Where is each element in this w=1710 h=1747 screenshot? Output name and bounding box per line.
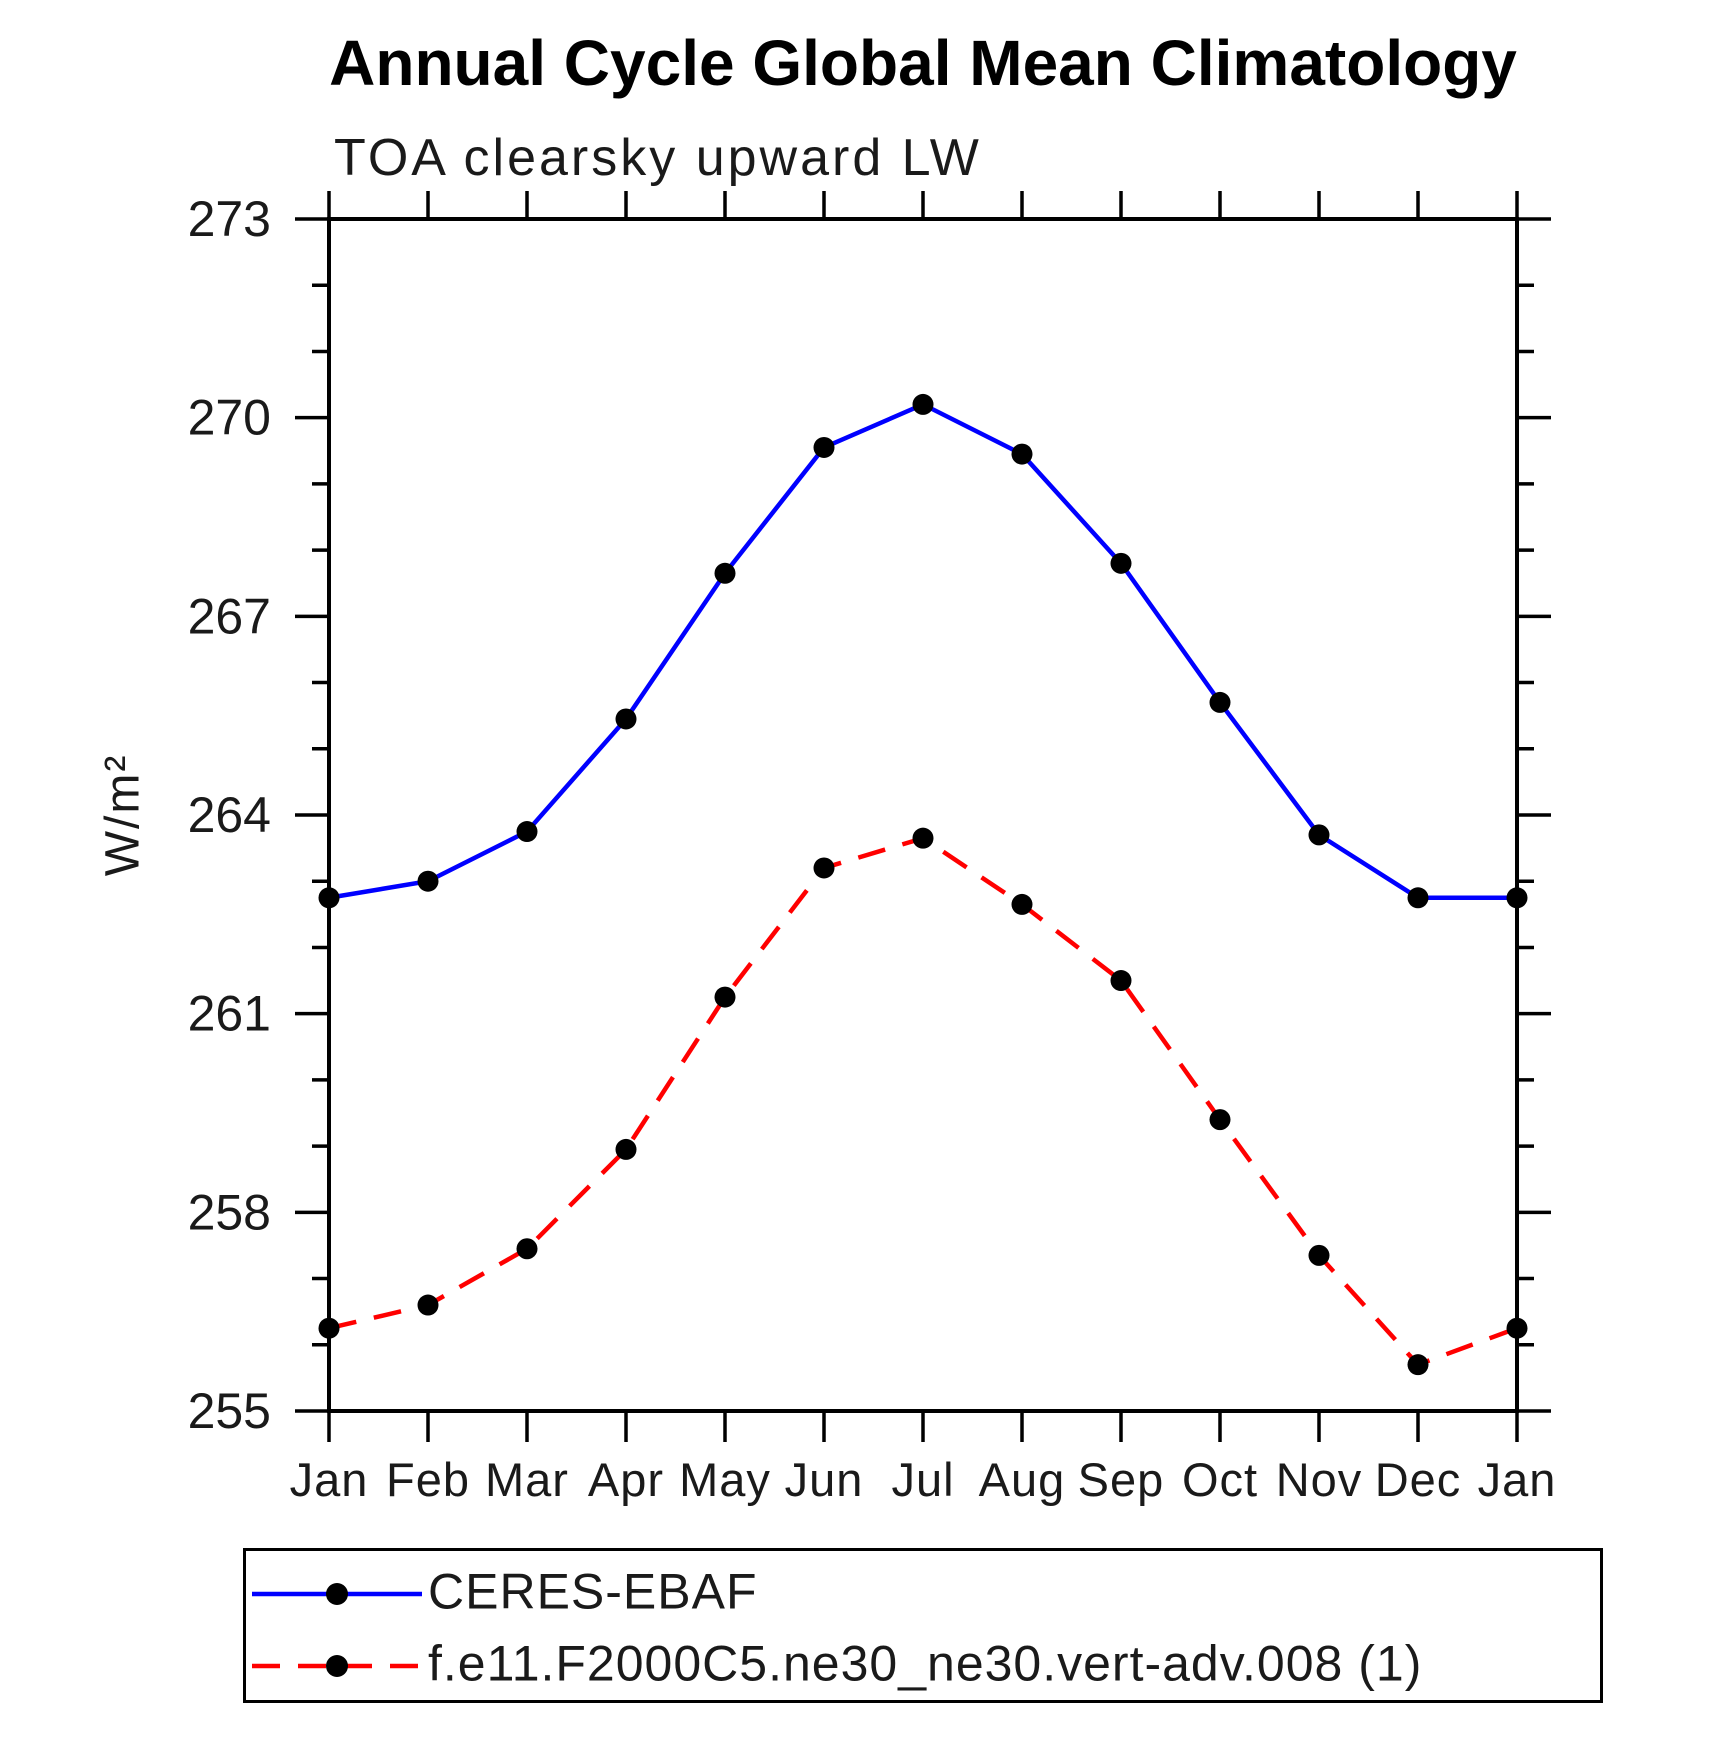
data-point-marker-1: [1011, 893, 1033, 915]
legend-swatch-dashed-line-icon: [252, 1655, 422, 1677]
data-point-marker-0: [1110, 552, 1132, 574]
legend-label-ceres-ebaf: CERES-EBAF: [428, 1563, 758, 1620]
data-point-marker-1: [1407, 1354, 1429, 1376]
x-tick-label: May: [679, 1453, 771, 1506]
x-tick-label: Aug: [979, 1453, 1066, 1506]
legend-item-model-run: f.e11.F2000C5.ne30_ne30.vert-adv.008 (1): [246, 1636, 1600, 1692]
x-tick-label: Sep: [1078, 1453, 1165, 1506]
data-point-marker-1: [318, 1317, 340, 1339]
data-point-marker-0: [1407, 887, 1429, 909]
data-point-marker-1: [813, 857, 835, 879]
data-point-marker-1: [1209, 1109, 1231, 1131]
data-point-marker-0: [912, 393, 934, 415]
chart-subtitle: TOA clearsky upward LW: [334, 129, 982, 187]
x-tick-label: Jul: [891, 1453, 954, 1506]
y-tick-label: 267: [188, 588, 271, 644]
data-point-marker-1: [714, 986, 736, 1008]
data-point-marker-0: [813, 436, 835, 458]
series-line-1: [328, 835, 1518, 1368]
legend-item-ceres-ebaf: CERES-EBAF: [246, 1564, 1600, 1620]
data-point-marker-0: [615, 708, 637, 730]
data-point-marker-1: [615, 1138, 637, 1160]
x-tick-label: Feb: [386, 1453, 470, 1506]
y-tick-label: 270: [188, 390, 271, 446]
x-tick-label: Nov: [1276, 1453, 1363, 1506]
data-point-marker-0: [417, 870, 439, 892]
x-tick-label: Dec: [1375, 1453, 1462, 1506]
data-point-marker-1: [1506, 1317, 1528, 1339]
data-point-marker-1: [516, 1238, 538, 1260]
legend-label-model-run: f.e11.F2000C5.ne30_ne30.vert-adv.008 (1): [428, 1635, 1423, 1692]
data-point-marker-0: [1011, 443, 1033, 465]
y-tick-label: 261: [188, 986, 271, 1042]
x-tick-label: Mar: [485, 1453, 569, 1506]
data-point-marker-0: [1506, 887, 1528, 909]
x-tick-label: Jan: [1478, 1453, 1557, 1506]
legend-swatch-solid-line-icon: [252, 1583, 422, 1605]
x-tick-label: Jan: [290, 1453, 369, 1506]
data-point-marker-0: [1308, 824, 1330, 846]
x-tick-label: Apr: [588, 1453, 664, 1506]
y-tick-label: 264: [188, 787, 271, 843]
y-tick-label: 255: [188, 1383, 271, 1439]
data-point-marker-0: [1209, 691, 1231, 713]
series-line-0: [328, 401, 1517, 901]
chart-title: Annual Cycle Global Mean Climatology: [329, 27, 1517, 99]
data-point-marker-1: [1110, 970, 1132, 992]
data-point-marker-1: [912, 827, 934, 849]
y-tick-label: 258: [188, 1184, 271, 1240]
x-tick-label: Jun: [785, 1453, 864, 1506]
data-point-marker-1: [1308, 1244, 1330, 1266]
data-point-marker-1: [417, 1294, 439, 1316]
data-point-marker-0: [714, 562, 736, 584]
legend: CERES-EBAF f.e11.F2000C5.ne30_ne30.vert-…: [243, 1548, 1603, 1703]
data-point-marker-0: [516, 821, 538, 843]
y-tick-label: 273: [188, 191, 271, 247]
x-tick-label: Oct: [1182, 1453, 1258, 1506]
data-point-marker-0: [318, 887, 340, 909]
